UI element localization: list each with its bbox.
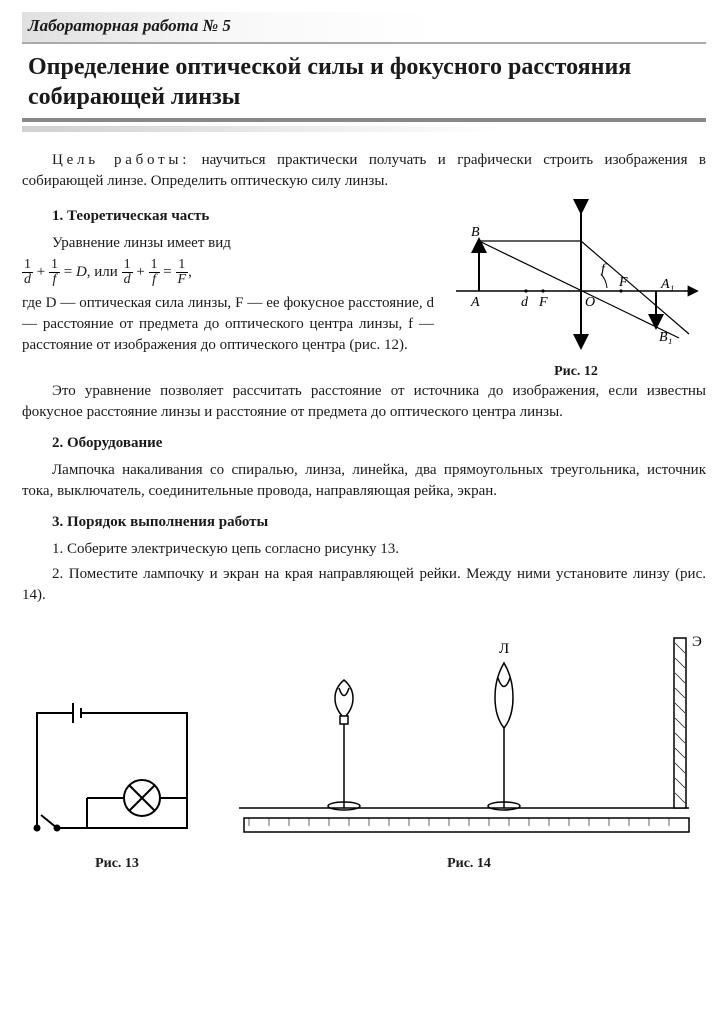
section-3-heading: 3. Порядок выполнения работы (22, 512, 706, 533)
bottom-figures: Рис. 13 (22, 628, 706, 874)
lens-equation: 1d + 1f = D, или 1d + 1f = 1F, (22, 258, 434, 287)
purpose-paragraph: Цель работы: научиться практически получ… (22, 150, 706, 192)
label-screen: Э (692, 634, 702, 650)
lens-equation-line: Уравнение линзы имеет вид (22, 233, 434, 254)
lab-label: Лабораторная работа № 5 (22, 12, 706, 44)
page: Лабораторная работа № 5 Определение опти… (0, 0, 728, 894)
label-A: A (470, 295, 480, 310)
purpose-label: Цель работы: (52, 152, 190, 168)
label-B1: B₁ (659, 330, 672, 345)
figure-13-caption: Рис. 13 (22, 854, 212, 874)
section-1-heading: 1. Теоретическая часть (22, 206, 434, 227)
label-lens: Л (499, 641, 509, 657)
page-title: Определение оптической силы и фокусного … (22, 48, 706, 122)
figure-12-caption: Рис. 12 (446, 362, 706, 382)
label-F-left: F (538, 295, 548, 310)
section-2-text: Лампочка накаливания со спиралью, линза,… (22, 460, 706, 502)
label-A1: A₁ (660, 277, 674, 292)
figure-12: B A d F O f F A₁ B₁ Рис. 12 (446, 196, 706, 382)
label-d: d (521, 295, 529, 310)
eq-lead: Уравнение линзы имеет вид (52, 235, 231, 251)
section-1-p3: Это уравнение позволяет рассчитать расст… (22, 381, 706, 423)
section-1-row: 1. Теоретическая часть Уравнение линзы и… (22, 196, 706, 382)
step-1: 1. Соберите электрическую цепь согласно … (22, 539, 706, 560)
section-1-text: 1. Теоретическая часть Уравнение линзы и… (22, 196, 434, 360)
lens-diagram-svg: B A d F O f F A₁ B₁ (451, 196, 701, 356)
circuit-svg (27, 698, 207, 848)
label-F-right: F (618, 275, 628, 290)
figure-14-caption: Рис. 14 (232, 854, 706, 874)
step-2: 2. Поместите лампочку и экран на края на… (22, 564, 706, 606)
section-1-p2: где D — оптическая сила линзы, F — ее фо… (22, 293, 434, 356)
label-f: f (601, 262, 607, 277)
bench-svg: Л Э (234, 628, 704, 848)
title-underline (22, 126, 706, 132)
section-2-heading: 2. Оборудование (22, 433, 706, 454)
label-O: O (585, 295, 595, 310)
figure-14: Л Э Рис. 14 (232, 628, 706, 874)
label-B: B (471, 225, 480, 240)
figure-13: Рис. 13 (22, 698, 212, 874)
